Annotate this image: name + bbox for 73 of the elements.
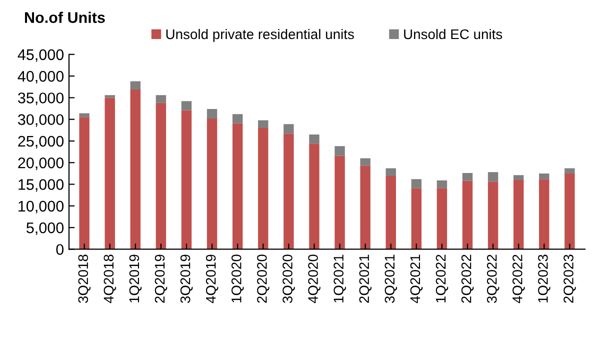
x-tick-label: 2Q2019: [154, 254, 168, 303]
bar: [206, 118, 218, 250]
bar: [309, 144, 320, 250]
bar: [79, 113, 90, 118]
bar: [284, 134, 294, 250]
bar: [258, 120, 268, 128]
x-tick-label: 1Q2023: [538, 254, 550, 302]
bar: [539, 179, 550, 250]
bar: [156, 95, 166, 103]
bar: [488, 172, 498, 182]
y-tick-label: 25,000: [18, 136, 64, 148]
bar: [334, 146, 345, 156]
bar: [79, 117, 90, 250]
bar: [436, 188, 448, 250]
bar: [539, 173, 550, 180]
bar: [130, 81, 141, 90]
x-tick-label: 3Q2018: [78, 254, 91, 303]
x-tick-label: 4Q2020: [308, 254, 320, 304]
bar: [564, 173, 575, 250]
x-tick-label: 1Q2020: [231, 254, 244, 302]
legend-label: Unsold private residential units: [166, 28, 354, 42]
y-tick-label: 30,000: [18, 114, 64, 127]
bar: [564, 168, 575, 174]
bar: [232, 123, 243, 250]
x-tick-label: 1Q2022: [436, 254, 448, 302]
bar: [232, 114, 243, 124]
bar: [386, 168, 396, 176]
x-tick-label: 4Q2022: [512, 254, 525, 304]
bar: [104, 98, 115, 250]
x-tick-label: 4Q2018: [104, 254, 116, 304]
y-tick-label: 40,000: [18, 70, 64, 84]
y-axis-title: No.of Units: [25, 12, 105, 23]
y-tick-label: 0: [56, 244, 64, 255]
bar: [156, 102, 166, 250]
bar: [436, 180, 448, 188]
x-tick-label: 1Q2019: [129, 254, 142, 302]
y-tick-label: 45,000: [18, 49, 64, 62]
legend-label: Unsold EC units: [404, 28, 502, 40]
y-tick-label: 20,000: [18, 158, 64, 170]
bar: [309, 134, 320, 144]
x-tick-label: 4Q2021: [410, 254, 423, 304]
x-tick-label: 2Q2022: [461, 254, 474, 303]
bar: [360, 158, 370, 166]
x-tick-label: 2Q2021: [359, 254, 372, 303]
y-tick-label: 10,000: [18, 200, 64, 214]
x-tick-label: 3Q2020: [282, 254, 295, 303]
y-tick-label: 35,000: [18, 92, 64, 106]
x-tick-label: 3Q2019: [180, 254, 193, 303]
bar: [360, 166, 370, 250]
bar: [130, 89, 141, 250]
bar: [462, 173, 473, 181]
bar: [513, 175, 524, 180]
x-tick-label: 2Q2020: [257, 254, 270, 303]
bar: [284, 124, 294, 134]
y-tick-label: 5,000: [26, 222, 64, 236]
x-tick-label: 1Q2021: [334, 254, 346, 302]
bar: [181, 101, 192, 110]
x-tick-label: 4Q2019: [206, 254, 218, 304]
bar: [488, 182, 498, 250]
bar: [334, 156, 345, 250]
bar: [104, 95, 115, 98]
bar: [386, 176, 396, 250]
bar: [513, 180, 524, 250]
bar: [411, 188, 422, 250]
y-tick-label: 15,000: [18, 179, 64, 192]
bar: [258, 128, 268, 250]
bar: [462, 180, 473, 250]
x-tick-label: 2Q2023: [564, 254, 576, 303]
bar: [206, 108, 218, 118]
bar: [181, 110, 192, 250]
x-tick-label: 3Q2022: [486, 254, 500, 303]
x-tick-label: 3Q2021: [384, 254, 398, 303]
bar: [411, 179, 422, 188]
